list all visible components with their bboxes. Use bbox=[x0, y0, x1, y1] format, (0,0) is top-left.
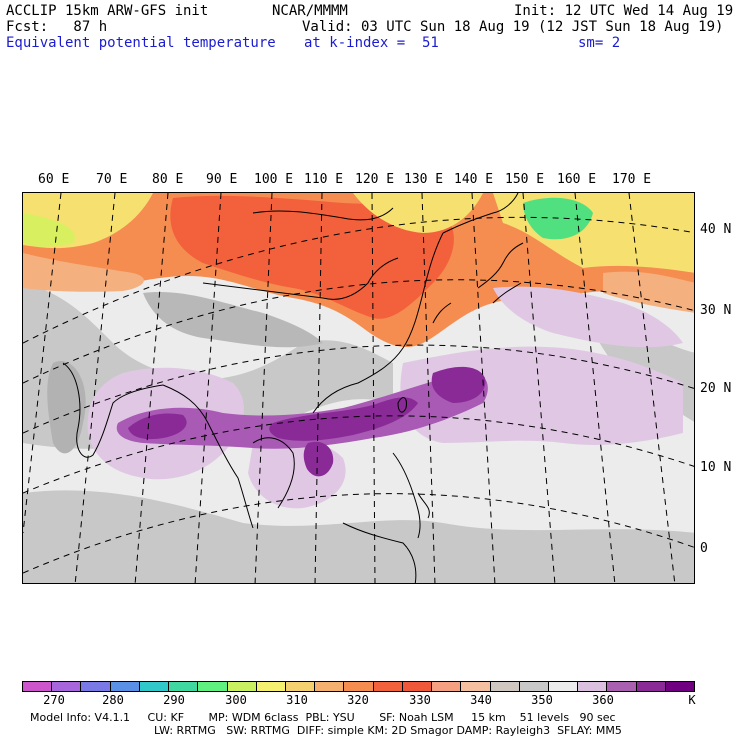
colorbar-segment bbox=[169, 682, 199, 691]
lon-label: 90 E bbox=[206, 172, 238, 187]
coastline-philippines bbox=[392, 452, 430, 539]
colorbar-tick: 280 bbox=[102, 693, 124, 707]
border-mongolia bbox=[252, 207, 394, 221]
colorbar-segment bbox=[578, 682, 608, 691]
lat-label: 20 N bbox=[700, 381, 732, 396]
colorbar bbox=[22, 681, 695, 692]
parallel-line bbox=[23, 216, 694, 344]
lon-label: 110 E bbox=[304, 172, 344, 187]
model-info-line2: LW: RRTMG SW: RRTMG DIFF: simple KM: 2D … bbox=[154, 724, 622, 737]
coastline-taiwan bbox=[397, 397, 407, 413]
coastline-bay-east bbox=[162, 384, 254, 529]
colorbar-segment bbox=[23, 682, 53, 691]
lon-label: 150 E bbox=[505, 172, 545, 187]
coastlines bbox=[62, 193, 524, 583]
colorbar-segment bbox=[52, 682, 82, 691]
purple-patch-philippine-sea bbox=[431, 366, 486, 403]
coastline-china bbox=[312, 232, 444, 414]
lat-label: 10 N bbox=[700, 460, 732, 475]
purple-band bbox=[116, 372, 488, 449]
coastline-japan bbox=[477, 242, 524, 304]
coastline-borneo bbox=[342, 522, 417, 583]
gray-patch-india bbox=[47, 361, 86, 454]
graticule-lines bbox=[23, 193, 694, 583]
lon-label: 70 E bbox=[96, 172, 128, 187]
colorbar-segment bbox=[548, 682, 579, 691]
colorbar-segment bbox=[315, 682, 345, 691]
colorbar-tick: 310 bbox=[286, 693, 308, 707]
lon-label: 120 E bbox=[355, 172, 395, 187]
colorbar-tick: 290 bbox=[163, 693, 185, 707]
theta-e-map bbox=[22, 192, 695, 584]
coastline-indochina bbox=[252, 437, 295, 509]
valid-time: Valid: 03 UTC Sun 18 Aug 19 (12 JST Sun … bbox=[302, 19, 724, 35]
lon-label: 140 E bbox=[454, 172, 494, 187]
lon-label: 80 E bbox=[152, 172, 184, 187]
colorbar-segment bbox=[344, 682, 374, 691]
colorbar-segment bbox=[227, 682, 257, 691]
colorbar-segment bbox=[139, 682, 170, 691]
colorbar-segment bbox=[402, 682, 433, 691]
parallel-line bbox=[23, 344, 694, 434]
dark-purple-core-west bbox=[128, 413, 187, 440]
forecast-hour: Fcst: 87 h bbox=[6, 19, 108, 35]
gray-band-south bbox=[23, 490, 694, 583]
coastline-korea bbox=[432, 302, 452, 324]
colorbar-segment bbox=[81, 682, 111, 691]
colorbar-segment bbox=[110, 682, 140, 691]
yellow-band-north bbox=[353, 193, 483, 233]
parallel-line bbox=[23, 415, 694, 494]
colorbar-segment bbox=[636, 682, 666, 691]
lon-label: 130 E bbox=[404, 172, 444, 187]
dark-purple-core-scs bbox=[303, 441, 334, 477]
coastline-india bbox=[62, 362, 164, 458]
colorbar-tick: 300 bbox=[225, 693, 247, 707]
colorbar-tick: 320 bbox=[347, 693, 369, 707]
gray-patch-tibet bbox=[143, 292, 323, 348]
lat-label: 0 bbox=[700, 541, 708, 556]
lat-label: 40 N bbox=[700, 222, 732, 237]
lon-label: 170 E bbox=[612, 172, 652, 187]
model-info-line1: Model Info: V4.1.1 CU: KF MP: WDM 6class… bbox=[30, 711, 616, 724]
colorbar-tick: 270 bbox=[43, 693, 65, 707]
colorbar-unit: K bbox=[688, 693, 696, 707]
lon-label: 160 E bbox=[557, 172, 597, 187]
colorbar-segment bbox=[665, 682, 695, 691]
colorbar-tick: 340 bbox=[470, 693, 492, 707]
colorbar-segment bbox=[198, 682, 228, 691]
lon-label: 60 E bbox=[38, 172, 70, 187]
peach-band-ne bbox=[603, 271, 694, 313]
colorbar-tick: 360 bbox=[592, 693, 614, 707]
colorbar-segment bbox=[461, 682, 491, 691]
colorbar-segment bbox=[285, 682, 316, 691]
yellow-green-patch bbox=[23, 213, 75, 247]
smoothing: sm= 2 bbox=[578, 35, 621, 51]
coastline-north bbox=[442, 193, 519, 234]
colorbar-tick: 330 bbox=[409, 693, 431, 707]
center-name: NCAR/MMMM bbox=[272, 3, 348, 19]
meridian-line bbox=[23, 193, 62, 534]
init-time: Init: 12 UTC Wed 14 Aug 19 bbox=[514, 3, 734, 19]
map-canvas bbox=[23, 193, 694, 583]
parallel-line bbox=[23, 279, 694, 384]
colorbar-segment bbox=[607, 682, 637, 691]
parallel-line bbox=[23, 493, 694, 574]
level-index: at k-index = 51 bbox=[304, 35, 439, 51]
lat-label: 30 N bbox=[700, 303, 732, 318]
colorbar-segment bbox=[373, 682, 403, 691]
border-china bbox=[202, 257, 399, 300]
colorbar-segment bbox=[519, 682, 549, 691]
dark-purple-core-east bbox=[269, 397, 418, 441]
colorbar-segment bbox=[432, 682, 462, 691]
field-name: Equivalent potential temperature bbox=[6, 35, 276, 51]
colorbar-tick: 350 bbox=[531, 693, 553, 707]
lon-label: 100 E bbox=[254, 172, 294, 187]
model-title: ACCLIP 15km ARW-GFS init bbox=[6, 3, 209, 19]
colorbar-segment bbox=[256, 682, 286, 691]
colorbar-segment bbox=[490, 682, 520, 691]
